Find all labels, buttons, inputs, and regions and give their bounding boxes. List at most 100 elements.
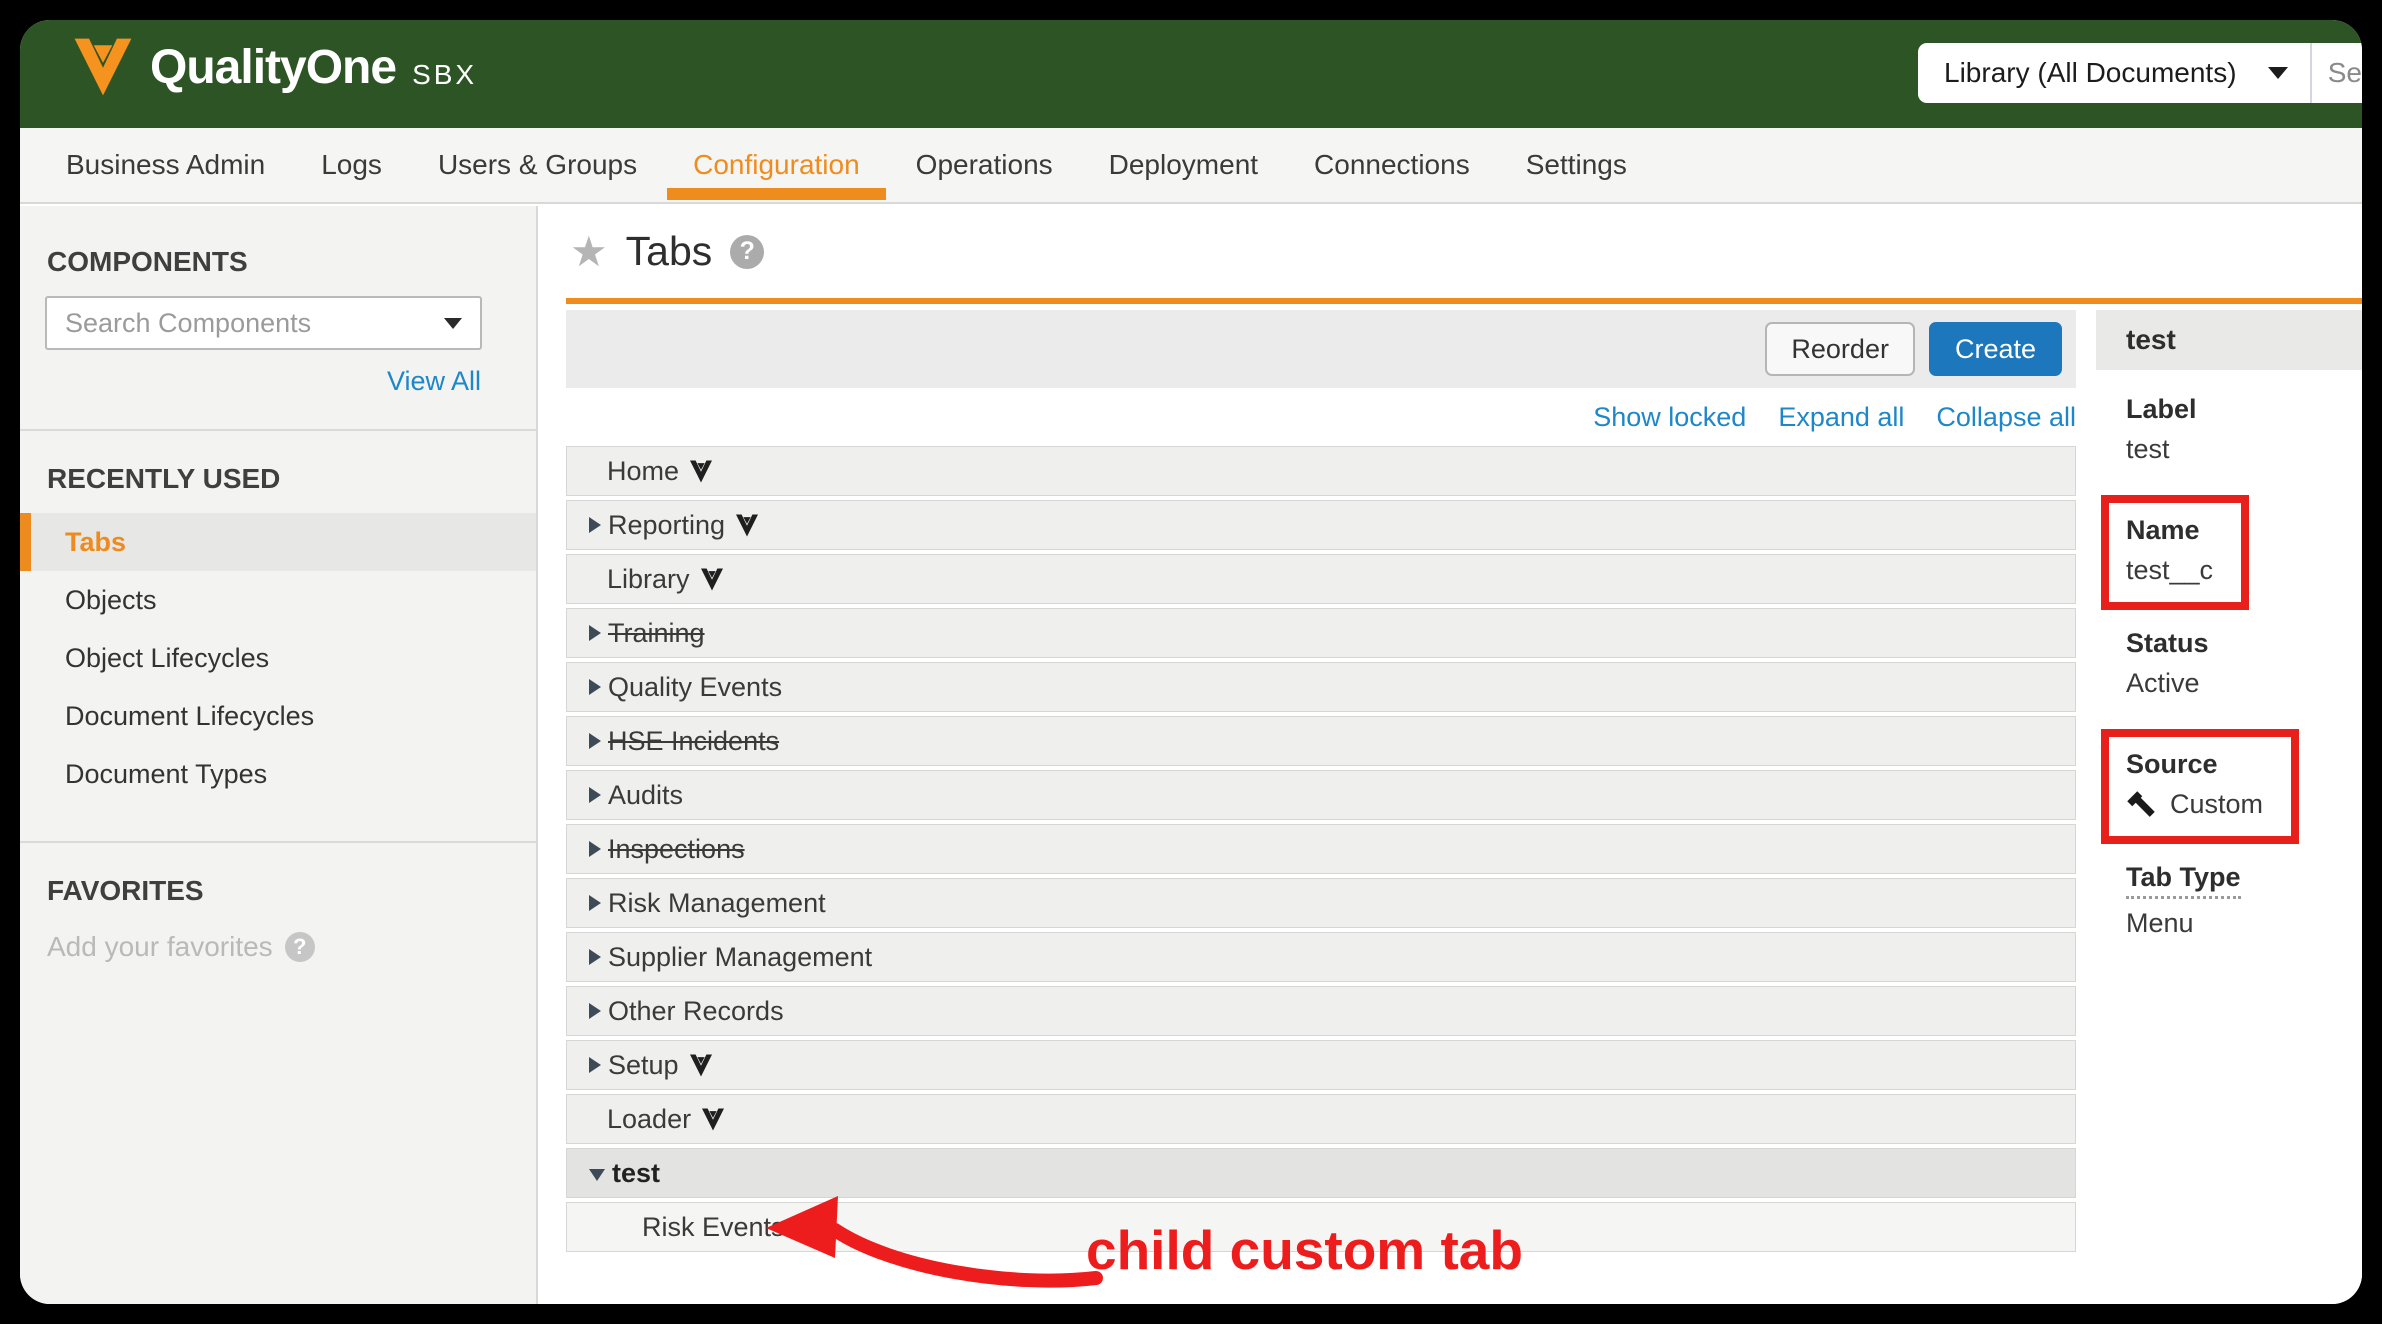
sidebar-item-document-types[interactable]: Document Types — [65, 758, 268, 789]
expand-all-link[interactable]: Expand all — [1778, 402, 1905, 432]
tab-row-label: Other Records — [608, 995, 784, 1026]
field-value: test — [2126, 434, 2362, 465]
chevron-right-icon[interactable] — [589, 1057, 601, 1073]
sidebar-item-document-lifecycles[interactable]: Document Lifecycles — [65, 700, 315, 731]
nav-tab-logs[interactable]: Logs — [321, 149, 382, 180]
tab-row-reporting[interactable]: Reporting — [566, 500, 2076, 550]
tab-row-label: Training — [608, 617, 705, 648]
chevron-right-icon[interactable] — [589, 949, 601, 965]
favorites-empty-state: Add your favorites — [47, 931, 536, 963]
tab-row-label: Home — [607, 455, 680, 486]
tab-row-training[interactable]: Training — [566, 608, 2076, 658]
view-all-link[interactable]: View All — [386, 366, 481, 396]
tab-row-label: Reporting — [608, 509, 726, 540]
body: COMPONENTS Search Components View All RE… — [20, 206, 2362, 1304]
chevron-right-icon[interactable] — [589, 517, 601, 533]
nav-tab-deployment[interactable]: Deployment — [1108, 149, 1259, 180]
field-value-text: Active — [2126, 668, 2200, 698]
sidebar-item-objects[interactable]: Objects — [65, 584, 157, 615]
field-value: test__c — [2126, 555, 2213, 586]
toolbar: Reorder Create — [566, 310, 2076, 388]
reorder-button[interactable]: Reorder — [1765, 322, 1915, 376]
favorite-star-icon[interactable] — [570, 231, 608, 273]
create-button[interactable]: Create — [1928, 322, 2062, 376]
recently-used-list: Tabs Objects Object Lifecycles Document Lif… — [20, 513, 536, 803]
chevron-right-icon[interactable] — [589, 625, 601, 641]
app-window: QualityOne SBX Library (All Documents) S… — [20, 20, 2362, 1304]
collapse-all-link[interactable]: Collapse all — [1936, 402, 2076, 432]
help-icon[interactable] — [284, 932, 315, 962]
chevron-down-icon — [2267, 67, 2288, 79]
chevron-right-icon[interactable] — [589, 787, 601, 803]
search-scope-dropdown[interactable]: Library (All Documents) — [1918, 43, 2310, 103]
chevron-right-icon[interactable] — [589, 733, 601, 749]
sidebar-item-tabs[interactable]: Tabs — [20, 513, 536, 571]
show-locked-link[interactable]: Show locked — [1593, 402, 1747, 432]
tab-row-label: Quality Events — [608, 671, 783, 702]
tab-row-label: Supplier Management — [608, 941, 873, 972]
tab-row-other-records[interactable]: Other Records — [566, 986, 2076, 1036]
tab-row-inspections[interactable]: Inspections — [566, 824, 2076, 874]
field-label: Status — [2126, 628, 2209, 658]
favorites-heading: FAVORITES — [47, 875, 204, 906]
field-value: Active — [2126, 668, 2362, 699]
search-components-combobox[interactable]: Search Components — [45, 296, 482, 350]
search-components-placeholder: Search Components — [65, 307, 312, 338]
page-title: Tabs — [625, 228, 713, 274]
chevron-down-icon[interactable] — [589, 1168, 605, 1181]
tab-row-label: test — [612, 1157, 661, 1188]
details-fields: Label test Name test__c Status Active Source Cu… — [2096, 370, 2362, 939]
chevron-right-icon[interactable] — [589, 895, 601, 911]
chevron-right-icon[interactable] — [589, 1003, 601, 1019]
sidebar-item-object-lifecycles[interactable]: Object Lifecycles — [65, 642, 270, 673]
sidebar: COMPONENTS Search Components View All RE… — [20, 206, 538, 1304]
tab-row-home[interactable]: Home — [566, 446, 2076, 496]
tab-row-loader[interactable]: Loader — [566, 1094, 2076, 1144]
recently-used-heading: RECENTLY USED — [47, 463, 281, 494]
tab-row-test[interactable]: test — [566, 1148, 2076, 1198]
details-panel: test Label test Name test__c Status Active Sou… — [2096, 310, 2362, 1304]
brand-environment-badge: SBX — [412, 59, 478, 90]
nav-tab-business-admin[interactable]: Business Admin — [66, 149, 266, 180]
chevron-right-icon[interactable] — [589, 841, 601, 857]
sidebar-divider — [20, 429, 536, 431]
tab-row-label: Risk Events — [642, 1211, 785, 1242]
nav-tab-users-groups[interactable]: Users & Groups — [437, 149, 638, 180]
tab-row-audits[interactable]: Audits — [566, 770, 2076, 820]
hammer-icon — [2127, 790, 2155, 817]
tab-row-label: HSE Incidents — [608, 725, 780, 756]
nav-tab-configuration[interactable]: Configuration — [667, 128, 886, 202]
vault-tab-icon — [736, 514, 759, 536]
tab-row-quality-events[interactable]: Quality Events — [566, 662, 2076, 712]
nav-tab-connections[interactable]: Connections — [1314, 149, 1470, 180]
tab-row-risk-management[interactable]: Risk Management — [566, 878, 2076, 928]
tab-row-label: Loader — [607, 1103, 692, 1134]
brand-name: QualityOne — [150, 40, 397, 94]
details-panel-title: test — [2096, 310, 2362, 370]
tab-row-supplier-management[interactable]: Supplier Management — [566, 932, 2076, 982]
field-value-text: Menu — [2126, 908, 2194, 938]
list-quick-links: Show locked Expand all Collapse all — [566, 402, 2076, 433]
tab-row-setup[interactable]: Setup — [566, 1040, 2076, 1090]
page-header: Tabs — [570, 228, 765, 275]
tab-row-hse-incidents[interactable]: HSE Incidents — [566, 716, 2076, 766]
field-label: Source — [2126, 749, 2218, 779]
tab-row-label: Audits — [608, 779, 684, 810]
field-name: Name test__c — [2101, 495, 2250, 610]
brand: QualityOne SBX — [70, 36, 477, 98]
tabs-list: Home Reporting Library Training Quality Even… — [566, 446, 2076, 1256]
chevron-right-icon[interactable] — [589, 679, 601, 695]
sidebar-divider — [20, 841, 536, 843]
tab-row-label: Inspections — [608, 833, 745, 864]
vault-tab-icon — [690, 460, 713, 482]
tab-row-label: Library — [607, 563, 690, 594]
search-input[interactable]: Se — [2327, 57, 2362, 88]
nav-tab-settings[interactable]: Settings — [1525, 149, 1627, 180]
tab-row-library[interactable]: Library — [566, 554, 2076, 604]
vault-tab-icon — [702, 1108, 725, 1130]
chevron-down-icon — [444, 317, 462, 329]
nav-tab-operations[interactable]: Operations — [915, 149, 1053, 180]
help-icon[interactable] — [730, 234, 765, 269]
field-value-text: Custom — [2170, 789, 2264, 819]
field-label: Label test — [2126, 394, 2362, 465]
